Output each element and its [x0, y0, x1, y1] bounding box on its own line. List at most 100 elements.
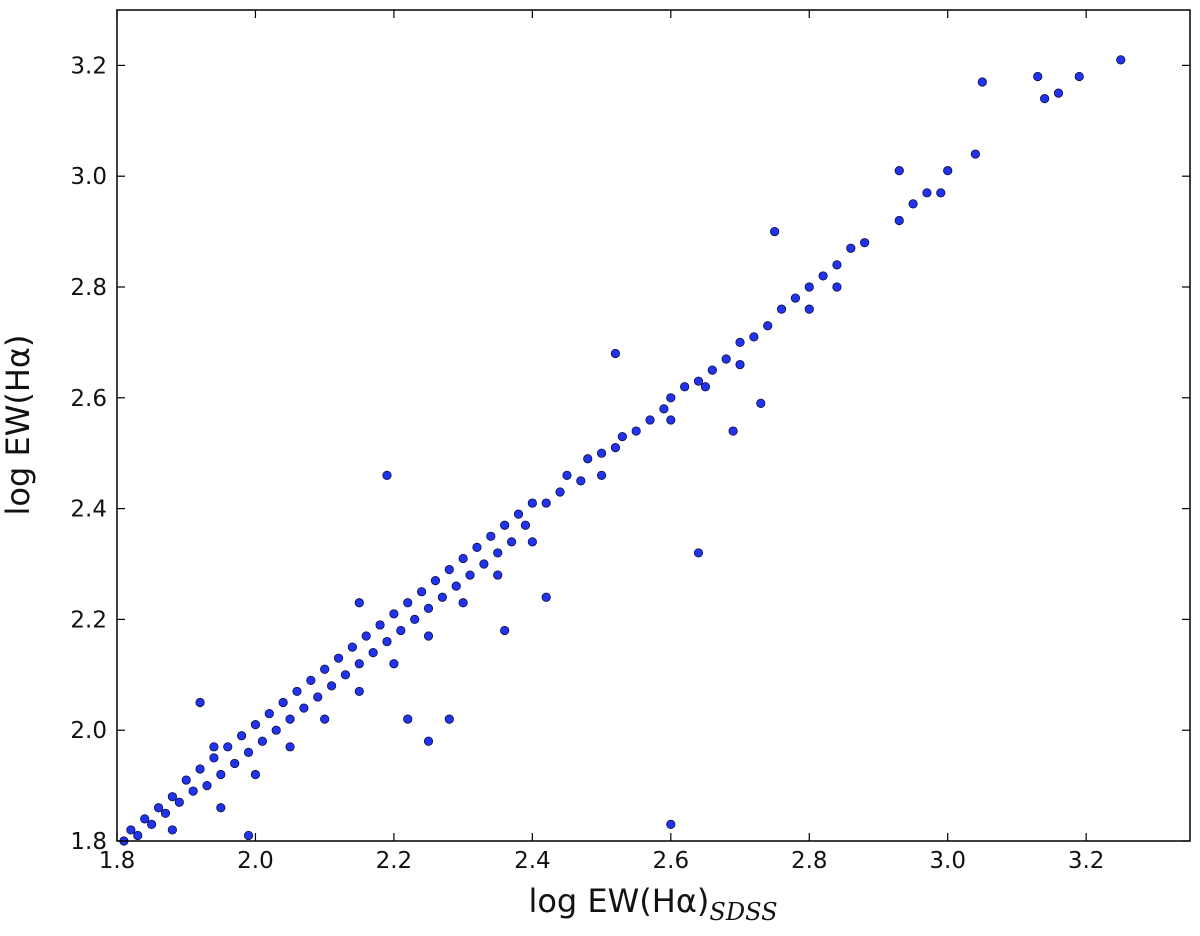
point: [596, 448, 607, 458]
point: [1116, 55, 1126, 65]
point: [403, 714, 413, 724]
axes-frame: [116, 9, 1191, 842]
point: [693, 548, 704, 558]
point: [486, 531, 496, 541]
point: [216, 803, 226, 813]
point: [285, 714, 295, 724]
y-tick-label: 1.8: [70, 829, 107, 855]
x-tick-label: 2.2: [376, 848, 413, 874]
point: [728, 426, 738, 436]
point: [320, 714, 330, 724]
point: [645, 415, 655, 425]
point: [209, 742, 219, 752]
point: [846, 243, 856, 253]
point: [444, 714, 454, 724]
point: [617, 431, 627, 442]
point: [1053, 88, 1064, 98]
point: [243, 830, 254, 841]
point: [583, 454, 593, 464]
point: [756, 398, 766, 408]
point: [167, 792, 177, 802]
point: [860, 238, 870, 248]
point: [250, 769, 261, 780]
point: [181, 775, 191, 785]
point: [375, 620, 385, 630]
point: [735, 359, 745, 370]
y-axis-label: log EW(Hα): [0, 335, 37, 516]
point: [368, 648, 378, 658]
point: [894, 166, 904, 176]
point: [382, 470, 392, 480]
point: [458, 598, 468, 608]
point: [416, 587, 427, 597]
point: [562, 470, 572, 480]
point: [278, 697, 288, 708]
x-tick-label: 2.6: [653, 848, 690, 874]
point: [299, 703, 309, 713]
point: [749, 332, 759, 342]
point: [596, 470, 607, 480]
point: [243, 747, 254, 757]
point: [347, 642, 357, 652]
point: [257, 736, 267, 746]
point: [776, 304, 787, 314]
point: [908, 199, 918, 209]
point: [666, 393, 676, 403]
x-tick-label: 2.8: [791, 848, 828, 874]
point: [666, 819, 676, 829]
point: [818, 271, 828, 281]
point: [576, 476, 586, 486]
point: [389, 659, 399, 669]
x-axis-label-main: log EW(Hα): [528, 882, 709, 920]
point: [403, 598, 413, 608]
y-tick-label: 3.2: [70, 53, 107, 79]
point: [513, 509, 524, 519]
point: [1074, 71, 1084, 82]
point: [223, 742, 233, 752]
point: [188, 786, 198, 796]
point: [500, 625, 510, 636]
x-axis-label-subscript: SDSS: [709, 898, 777, 926]
point: [832, 282, 842, 292]
point: [451, 581, 461, 591]
point: [500, 520, 510, 530]
point: [147, 819, 157, 829]
x-tick-label: 3.2: [1068, 848, 1105, 874]
point: [153, 803, 164, 813]
y-tick-label: 2.4: [70, 497, 107, 523]
y-tick-label: 3.0: [70, 164, 107, 190]
point: [610, 443, 621, 453]
point: [271, 725, 281, 735]
point: [389, 609, 399, 619]
point: [894, 215, 904, 226]
point: [555, 487, 565, 497]
point: [437, 592, 447, 602]
point: [313, 692, 323, 702]
point: [354, 686, 364, 697]
plot-area: [119, 55, 1126, 846]
point: [264, 708, 274, 719]
point: [790, 293, 801, 303]
point: [707, 365, 717, 375]
point: [333, 653, 344, 663]
y-tick-label: 2.6: [70, 386, 107, 412]
point: [1033, 71, 1043, 82]
point: [340, 670, 351, 680]
point: [922, 188, 932, 198]
x-tick-label: 2.0: [237, 848, 274, 874]
point: [216, 769, 226, 780]
point: [977, 77, 987, 87]
point: [770, 227, 780, 237]
point: [306, 675, 316, 685]
point: [693, 376, 704, 386]
point: [763, 321, 773, 331]
point: [804, 282, 814, 292]
point: [936, 188, 946, 198]
point: [444, 564, 454, 575]
point: [541, 592, 551, 602]
point: [237, 731, 247, 741]
point: [202, 780, 212, 791]
point: [804, 304, 814, 314]
